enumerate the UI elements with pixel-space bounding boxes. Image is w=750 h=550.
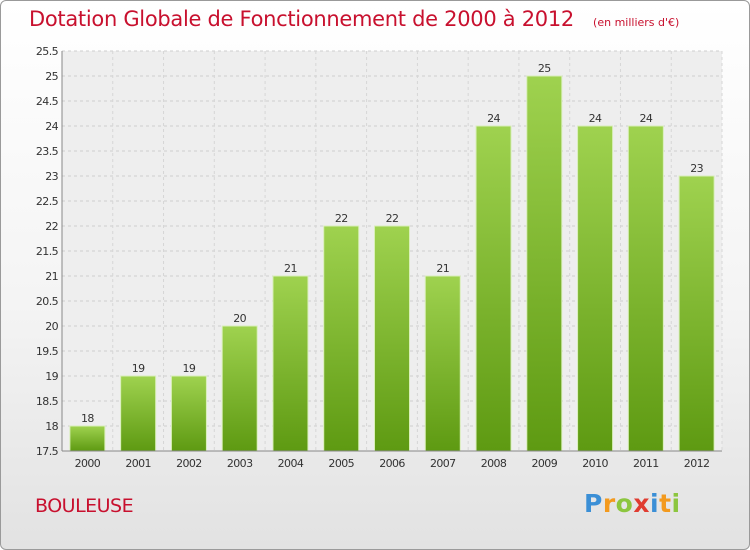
y-tick-label: 25: [45, 70, 58, 83]
logo-letter: r: [602, 489, 616, 518]
data-label: 24: [589, 112, 602, 125]
bar-2008: [475, 125, 512, 452]
data-label: 24: [639, 112, 652, 125]
bar-2004: [272, 275, 309, 452]
bar-2006: [374, 225, 410, 452]
y-tick-label: 22.5: [36, 195, 59, 208]
x-tick-label: 2005: [328, 457, 354, 470]
y-tick-label: 20: [45, 320, 58, 333]
x-tick-label: 2010: [582, 457, 608, 470]
y-tick-label: 19: [45, 370, 58, 383]
logo-letter: i: [671, 489, 681, 518]
y-tick-label: 23: [45, 170, 58, 183]
y-tick-label: 18.5: [36, 395, 59, 408]
x-tick-label: 2001: [125, 457, 151, 470]
bar-2002: [170, 375, 207, 452]
data-label: 22: [335, 212, 348, 225]
x-tick-label: 2004: [278, 457, 304, 470]
bar-2007: [424, 275, 461, 452]
data-label: 20: [233, 312, 246, 325]
x-tick-label: 2000: [75, 457, 101, 470]
x-tick-label: 2008: [481, 457, 507, 470]
data-label: 21: [284, 262, 297, 275]
y-tick-label: 23.5: [36, 145, 59, 158]
logo-letter: i: [650, 489, 660, 518]
x-tick-label: 2011: [633, 457, 659, 470]
y-tick-label: 21: [45, 270, 58, 283]
y-tick-label: 18: [45, 420, 58, 433]
y-tick-label: 20.5: [36, 295, 59, 308]
bar-2012: [678, 175, 715, 452]
x-tick-label: 2012: [684, 457, 710, 470]
bar-2011: [627, 125, 664, 452]
bar-2000: [69, 425, 106, 452]
title-row: Dotation Globale de Fonctionnement de 20…: [29, 7, 679, 31]
x-tick-label: 2007: [430, 457, 456, 470]
data-label: 21: [436, 262, 449, 275]
data-label: 19: [132, 362, 145, 375]
x-tick-label: 2009: [532, 457, 558, 470]
y-tick-label: 24: [45, 120, 58, 133]
logo-letter: x: [633, 489, 650, 518]
bar-2009: [526, 75, 563, 452]
data-label: 19: [183, 362, 196, 375]
logo-letter: P: [584, 489, 603, 518]
bar-2010: [577, 125, 614, 452]
chart-subtitle: (en milliers d'€): [593, 16, 680, 29]
data-label: 25: [538, 62, 551, 75]
label-layer: 18 19 19 20 21 22 22 21 24 25 24 24 23: [81, 62, 704, 425]
x-tick-label: 2006: [379, 457, 405, 470]
y-tick-label: 19.5: [36, 345, 59, 358]
y-tick-label: 17.5: [36, 445, 59, 458]
data-label: 24: [487, 112, 500, 125]
commune-name: BOULEUSE: [35, 495, 134, 517]
y-tick-label: 24.5: [36, 95, 59, 108]
proxiti-logo: Proxiti: [584, 489, 681, 518]
logo-letter: t: [659, 489, 672, 518]
data-label: 22: [386, 212, 399, 225]
bar-2005: [323, 225, 360, 452]
axis-layer: 17.5 18 18.5 19 19.5 20 20.5 21 21.5 22 22.5 23 23.5…: [36, 45, 722, 470]
x-tick-label: 2003: [227, 457, 253, 470]
bar-2003: [221, 325, 258, 452]
data-label: 23: [690, 162, 703, 175]
logo-letter: o: [615, 489, 634, 518]
chart-title: Dotation Globale de Fonctionnement de 20…: [29, 7, 574, 31]
y-tick-label: 21.5: [36, 245, 59, 258]
x-tick-label: 2002: [176, 457, 202, 470]
y-tick-label: 25.5: [36, 45, 59, 58]
data-label: 18: [81, 412, 94, 425]
bar-layer: [69, 75, 715, 452]
y-tick-label: 22: [45, 220, 58, 233]
bar-2001: [120, 375, 157, 452]
